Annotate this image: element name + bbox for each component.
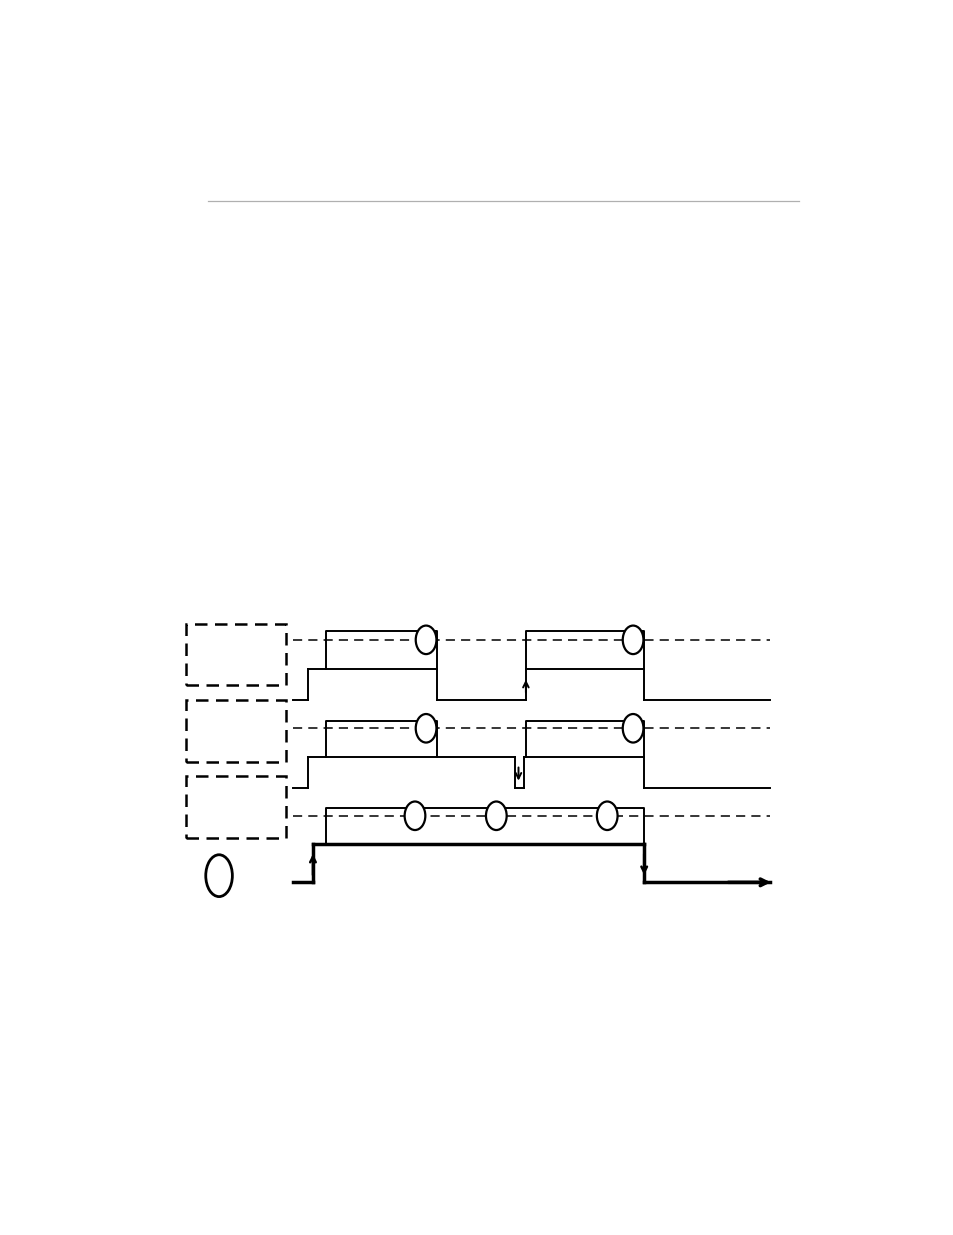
- FancyBboxPatch shape: [186, 624, 285, 685]
- FancyBboxPatch shape: [186, 700, 285, 762]
- FancyBboxPatch shape: [186, 776, 285, 837]
- Ellipse shape: [622, 626, 642, 655]
- Ellipse shape: [206, 855, 233, 897]
- Ellipse shape: [597, 802, 617, 830]
- Ellipse shape: [622, 714, 642, 742]
- Ellipse shape: [416, 714, 436, 742]
- Ellipse shape: [485, 802, 506, 830]
- Ellipse shape: [404, 802, 425, 830]
- Ellipse shape: [416, 626, 436, 655]
